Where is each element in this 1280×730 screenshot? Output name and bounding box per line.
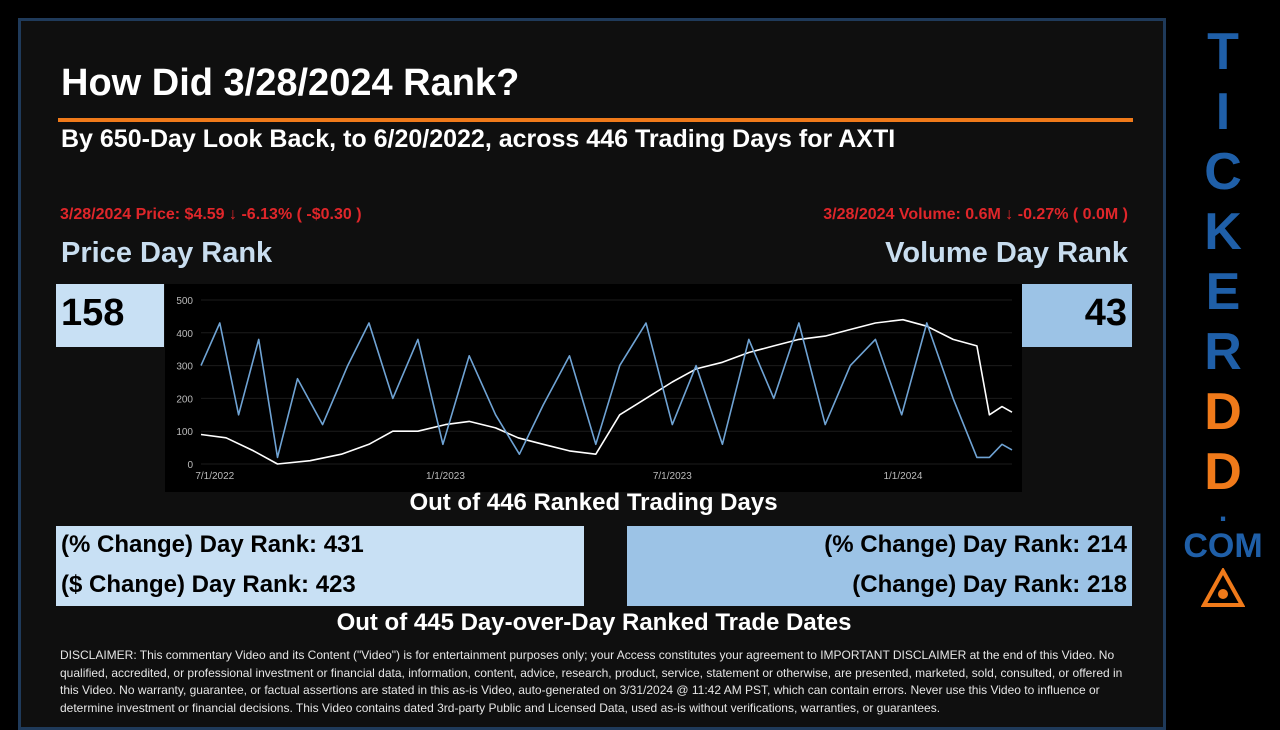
volume-rank-label: Volume Day Rank [885,237,1128,269]
page-subtitle: By 650-Day Look Back, to 6/20/2022, acro… [61,125,896,153]
brand-letter: I [1215,83,1231,141]
tickerdd-brand: T I C K E R D D . COM [1183,22,1263,608]
price-rank-line [200,318,1013,465]
volume-rank-value: 43 [1084,292,1127,334]
brand-letter: K [1204,203,1242,261]
volume-change-ranks: (% Change) Day Rank: 214 (Change) Day Ra… [627,526,1132,606]
y-tick-label: 100 [176,427,193,438]
y-tick-label: 400 [176,329,193,340]
rank-history-svg: 0 100 200 300 400 500 7/1/2022 1/1/2023 7/1/2023… [176,296,1013,482]
volume-summary: 3/28/2024 Volume: 0.6M ↓ -0.27% ( 0.0M ) [823,206,1128,223]
brand-letter: R [1204,323,1242,381]
ranked-days-caption: Out of 446 Ranked Trading Days [409,489,778,516]
brand-letter: E [1205,263,1241,321]
rank-history-chart: 0 100 200 300 400 500 7/1/2022 1/1/2023 7/1/2023… [165,284,1022,492]
price-pct-change-rank: (% Change) Day Rank: 431 [61,531,364,558]
brand-com: COM [1183,527,1263,565]
price-rank-label: Price Day Rank [61,237,273,269]
volume-pct-change-rank: (% Change) Day Rank: 214 [824,531,1127,558]
x-tick-label: 7/1/2023 [653,471,692,482]
brand-letter: C [1204,143,1242,201]
brand-letter: D [1204,443,1242,501]
y-tick-label: 500 [176,296,193,307]
volume-rank-box: 43 [1022,284,1132,347]
y-tick-label: 200 [176,394,193,405]
volume-change-rank: (Change) Day Rank: 218 [852,571,1127,598]
warning-logo-icon [1201,568,1245,607]
brand-letter: T [1207,23,1239,81]
page-title: How Did 3/28/2024 Rank? [61,62,520,104]
y-tick-label: 300 [176,362,193,373]
brand-dot: . [1218,495,1228,528]
x-tick-label: 1/1/2023 [426,471,465,482]
volume-rank-line [200,322,1013,459]
y-tick-label: 0 [187,460,193,471]
x-tick-label: 7/1/2022 [195,471,234,482]
price-rank-box: 158 [56,284,164,347]
title-divider [58,118,1133,122]
price-change-ranks: (% Change) Day Rank: 431 ($ Change) Day … [56,526,584,606]
price-dollar-change-rank: ($ Change) Day Rank: 423 [61,571,356,598]
ranked-dates-caption: Out of 445 Day-over-Day Ranked Trade Dat… [336,609,852,636]
disclaimer-text: DISCLAIMER: This commentary Video and it… [60,648,1123,715]
brand-letter: D [1204,383,1242,441]
price-rank-value: 158 [61,292,125,334]
price-summary: 3/28/2024 Price: $4.59 ↓ -6.13% ( -$0.30… [60,206,362,223]
x-tick-label: 1/1/2024 [883,471,922,482]
